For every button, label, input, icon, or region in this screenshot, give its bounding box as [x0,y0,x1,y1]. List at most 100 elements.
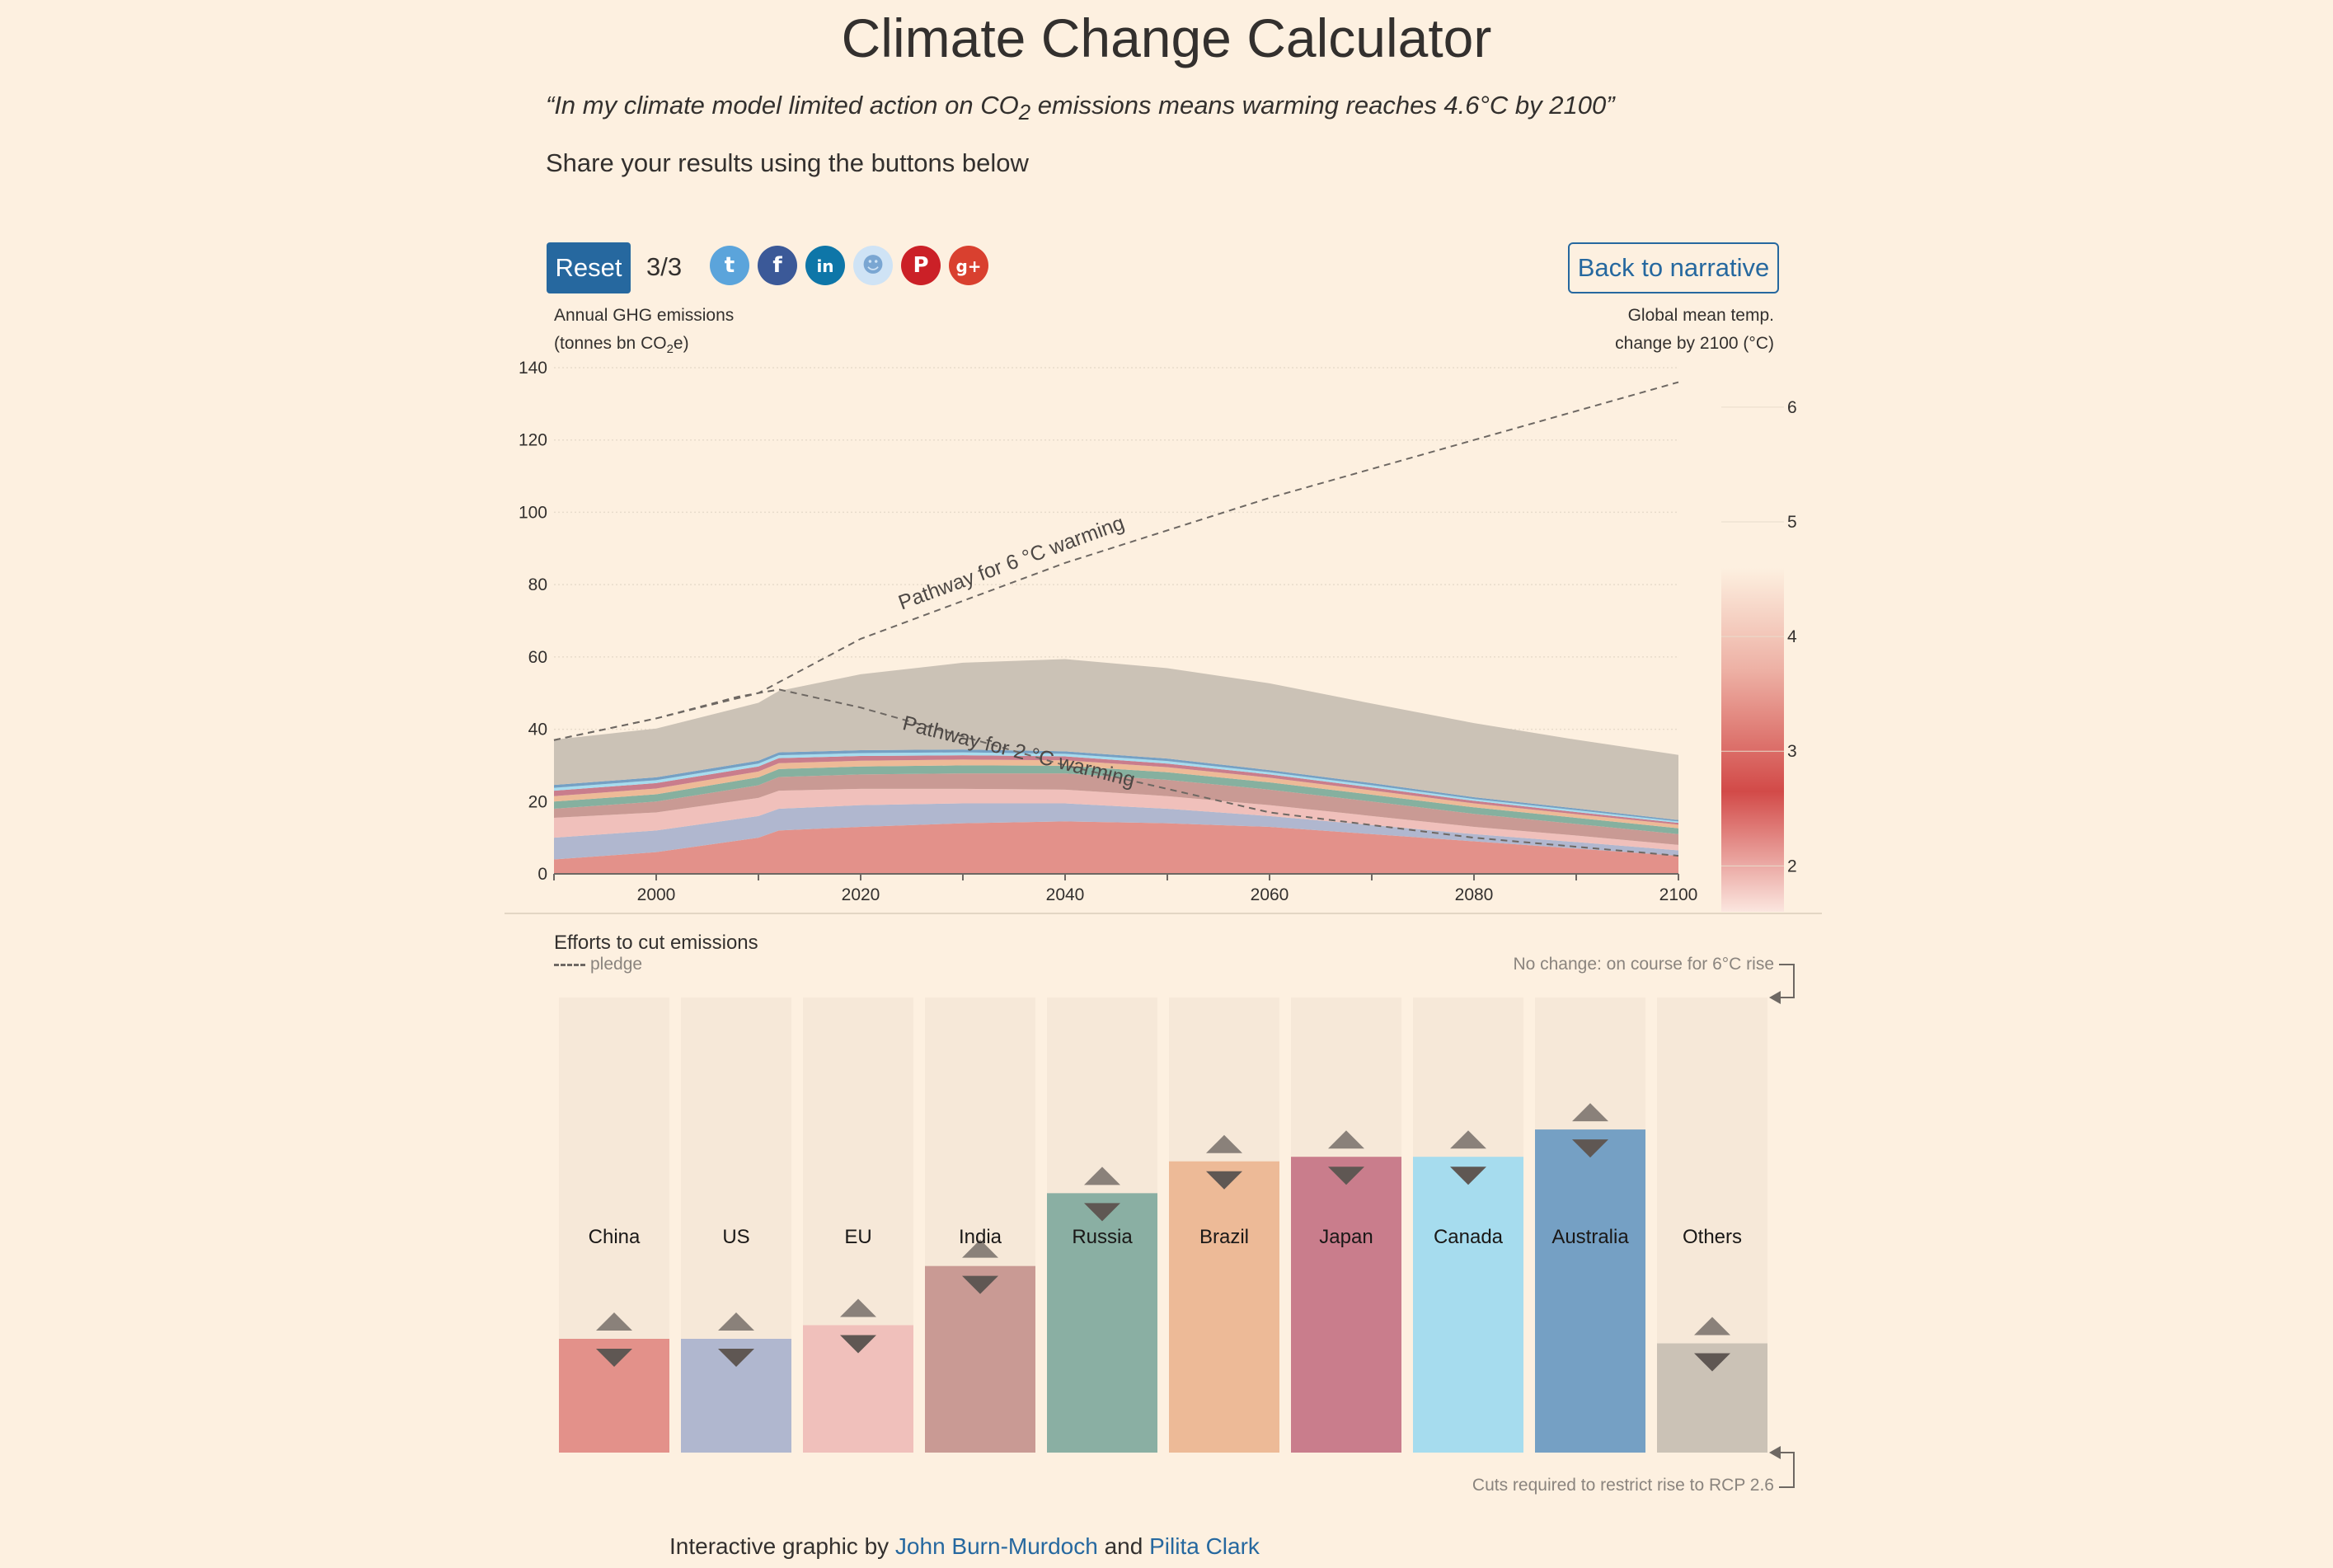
increase-arrow-icon[interactable] [1572,1103,1608,1122]
increase-arrow-icon[interactable] [1206,1134,1242,1153]
temperature-bar [1721,567,1784,912]
share-instructions: Share your results using the buttons bel… [546,148,1029,177]
effort-label: EU [844,1226,871,1248]
quote-text-start: “In my climate model limited action on C… [546,91,1019,120]
y-tick-label: 20 [528,792,547,811]
effort-label: US [722,1226,749,1248]
credits: Interactive graphic by John Burn-Murdoch… [669,1533,1260,1560]
area-us [554,803,1678,860]
x-tick-label: 2000 [637,885,676,904]
temp-tick-label: 2 [1787,857,1797,876]
effort-bars: China US EU India Russia Brazil Japan Canada Aus… [559,964,1795,1488]
author-link-1[interactable]: John Burn-Murdoch [894,1533,1098,1559]
svg-text:g+: g+ [955,256,981,276]
linkedin-share-icon[interactable]: in [805,245,846,286]
reddit-share-icon[interactable]: ☻ [852,245,894,286]
decrease-arrow-icon[interactable] [1572,1139,1608,1158]
effort-label: Brazil [1199,1226,1249,1248]
effort-slider-others[interactable]: Others [1657,998,1767,1453]
increase-arrow-icon[interactable] [1694,1317,1730,1336]
pathway-2c-line [553,688,1679,857]
googleplus-share-icon[interactable]: g+ [948,245,989,286]
svg-text:P: P [913,253,928,278]
svg-text:f: f [772,253,782,278]
increase-arrow-icon[interactable] [596,1312,632,1331]
decrease-arrow-icon[interactable] [1206,1171,1242,1190]
top-pointer-icon [1769,991,1781,1004]
increase-arrow-icon[interactable] [1084,1167,1120,1185]
y-tick-label: 120 [519,431,547,450]
decrease-arrow-icon[interactable] [1694,1353,1730,1372]
cuts-required-note: Cuts required to restrict rise to RCP 2.… [1472,1476,1774,1495]
temp-tick-label: 5 [1787,513,1797,532]
area-india [554,773,1678,845]
effort-slider-eu[interactable]: EU [803,998,913,1453]
effort-label: China [589,1226,641,1248]
area-eu [554,788,1678,851]
increase-arrow-icon[interactable] [962,1239,998,1258]
area-others [554,659,1678,820]
effort-slider-china[interactable]: China [559,998,669,1453]
effort-slider-brazil[interactable]: Brazil [1169,998,1279,1453]
svg-text:☻: ☻ [861,253,884,278]
bottom-pointer-icon [1769,1446,1781,1459]
y-tick-label: 80 [528,575,547,594]
right-axis-title-line2: change by 2100 (°C) [1615,334,1774,353]
x-tick-label: 2020 [842,885,880,904]
decrease-arrow-icon[interactable] [840,1335,876,1354]
no-change-note: No change: on course for 6°C rise [1513,955,1774,974]
pinterest-share-icon[interactable]: P [900,245,941,286]
decrease-arrow-icon[interactable] [1328,1167,1364,1185]
svg-text:in: in [816,256,833,276]
pledge-legend: pledge [554,955,642,974]
effort-slider-us[interactable]: US [681,998,791,1453]
decrease-arrow-icon[interactable] [596,1349,632,1367]
decrease-arrow-icon[interactable] [1450,1167,1486,1185]
back-to-narrative-button[interactable]: Back to narrative [1568,242,1779,293]
increase-arrow-icon[interactable] [718,1312,754,1331]
right-axis-title: Global mean temp. change by 2100 (°C) [1615,302,1774,358]
pathway-6c-label: Pathway for 6 °C warming [895,511,1127,614]
left-axis-unit-subscript: 2 [666,342,674,357]
author-link-2[interactable]: Pilita Clark [1149,1533,1260,1559]
decrease-arrow-icon[interactable] [962,1275,998,1294]
left-axis-title-line1: Annual GHG emissions [554,306,735,325]
effort-fill-australia [1535,1129,1645,1453]
effort-slider-japan[interactable]: Japan [1291,998,1401,1453]
svg-text:t: t [725,253,735,278]
twitter-share-icon[interactable]: t [709,245,750,286]
effort-fill-india [925,1265,1035,1453]
increase-arrow-icon[interactable] [840,1298,876,1317]
effort-label: Others [1683,1226,1742,1248]
effort-label: Australia [1551,1226,1629,1248]
y-tick-label: 100 [519,503,547,522]
reset-button[interactable]: Reset [547,242,631,293]
effort-slider-australia[interactable]: Australia [1535,998,1645,1453]
effort-slider-canada[interactable]: Canada [1413,998,1523,1453]
credits-joiner: and [1097,1533,1150,1559]
left-axis-title-line2: (tonnes bn CO2e) [554,330,734,364]
increase-arrow-icon[interactable] [1328,1130,1364,1149]
effort-fill-russia [1047,1193,1157,1453]
efforts-title: Efforts to cut emissions [554,932,758,954]
effort-slider-india[interactable]: India [925,998,1035,1453]
pathway-6c-line [553,381,1679,741]
decrease-arrow-icon[interactable] [718,1349,754,1367]
pledge-legend-label: pledge [590,955,643,974]
left-axis-unit-start: (tonnes bn CO [554,334,667,353]
left-axis-title: Annual GHG emissions (tonnes bn CO2e) [554,302,734,364]
effort-slider-russia[interactable]: Russia [1047,998,1157,1453]
bottom-bracket [1772,1452,1795,1488]
decrease-arrow-icon[interactable] [1084,1203,1120,1222]
page-title: Climate Change Calculator [841,7,1492,68]
credits-prefix: Interactive graphic by [669,1533,895,1559]
top-bracket [1772,964,1795,998]
effort-label: Japan [1319,1226,1373,1248]
quote-subscript: 2 [1018,101,1031,125]
right-axis-title-line1: Global mean temp. [1627,306,1774,325]
increase-arrow-icon[interactable] [1450,1130,1486,1149]
y-tick-label: 0 [537,865,547,884]
stacked-areas [554,659,1678,874]
facebook-share-icon[interactable]: f [757,245,798,286]
